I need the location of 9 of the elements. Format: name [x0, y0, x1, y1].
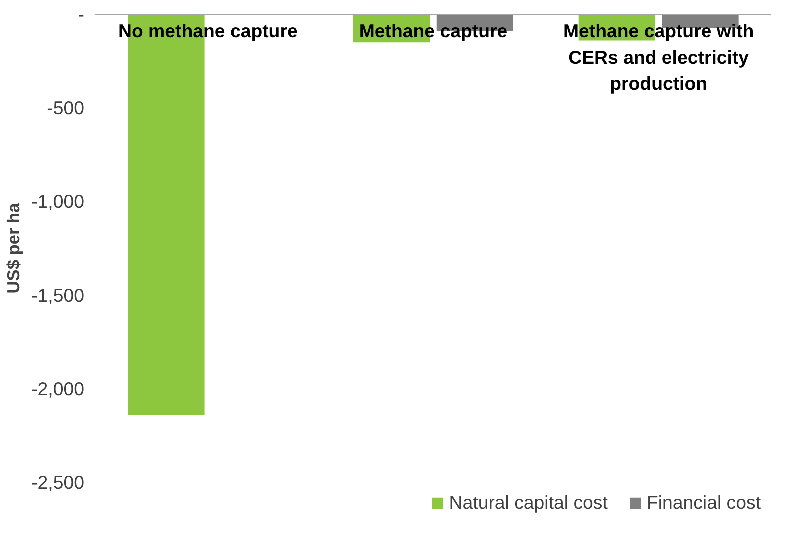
legend-label: Financial cost [646, 492, 761, 514]
y-tick-label: -2,000 [32, 378, 85, 400]
y-tick-label: -500 [47, 98, 85, 119]
y-tick-label: -1,000 [32, 191, 85, 212]
y-tick-label: - [78, 4, 85, 25]
y-tick-label: -2,500 [32, 472, 85, 493]
legend-label: Natural capital cost [449, 492, 608, 514]
y-tick-label: -1,500 [32, 284, 85, 306]
y-axis-title: US$ per ha [4, 202, 24, 294]
